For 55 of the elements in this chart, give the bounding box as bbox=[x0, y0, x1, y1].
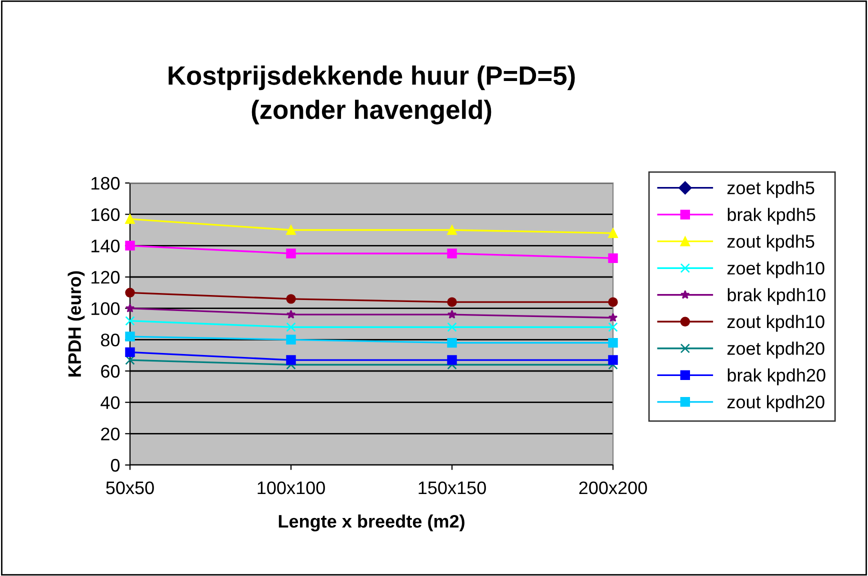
point bbox=[608, 355, 618, 365]
legend-label: zoet kpdh20 bbox=[727, 342, 824, 358]
point bbox=[286, 322, 296, 332]
point bbox=[125, 332, 135, 342]
y-tick-label: 60 bbox=[101, 364, 120, 378]
y-tick-label: 140 bbox=[92, 240, 120, 252]
point bbox=[286, 248, 296, 258]
point bbox=[125, 303, 135, 312]
point bbox=[125, 355, 135, 365]
y-tick-label: 100 bbox=[92, 302, 120, 316]
legend-label: zout kpdh5 bbox=[727, 234, 814, 252]
y-tick-label: 160 bbox=[92, 208, 120, 222]
point bbox=[125, 347, 135, 358]
point bbox=[447, 338, 457, 348]
point bbox=[608, 322, 618, 332]
point bbox=[447, 355, 457, 365]
point bbox=[608, 228, 618, 238]
point bbox=[447, 322, 457, 332]
y-tick-label: 0 bbox=[110, 458, 120, 472]
legend-label: brak kpdh10 bbox=[728, 288, 826, 305]
x-axis-title: Lengte x breedte (m2) bbox=[278, 514, 464, 532]
chart-title: Kostprijsdekkende huur (P=D=5) (zonder havengeld) bbox=[168, 66, 575, 124]
point bbox=[608, 338, 618, 348]
point bbox=[447, 225, 457, 235]
legend-label: brak kpdh5 bbox=[728, 208, 816, 225]
point bbox=[125, 240, 135, 251]
point bbox=[286, 310, 296, 319]
y-tick-label: 20 bbox=[101, 428, 120, 440]
y-tick-label: 120 bbox=[92, 270, 120, 284]
point bbox=[447, 297, 457, 307]
legend-label: zout kpdh10 bbox=[727, 314, 824, 332]
point bbox=[447, 310, 457, 319]
y-axis-title: KPDH (euro) bbox=[68, 271, 85, 376]
y-tick-label: 80 bbox=[100, 334, 120, 346]
point bbox=[125, 288, 135, 298]
point bbox=[608, 297, 618, 307]
legend-label: zout kpdh20 bbox=[727, 395, 824, 412]
legend-label: zoet kpdh10 bbox=[727, 261, 824, 278]
point bbox=[125, 316, 135, 326]
x-tick-label: 200x200 bbox=[579, 481, 647, 494]
point bbox=[447, 248, 457, 258]
point bbox=[286, 334, 296, 345]
x-tick-label: 150x150 bbox=[418, 481, 486, 494]
point bbox=[125, 214, 135, 224]
legend-label: brak kpdh20 bbox=[728, 368, 826, 386]
x-tick-label: 100x100 bbox=[258, 481, 325, 494]
point bbox=[286, 294, 296, 304]
x-tick-label: 50x50 bbox=[106, 481, 154, 494]
legend-label: zoet kpdh5 bbox=[727, 181, 814, 198]
point bbox=[286, 355, 296, 365]
y-tick-label: 180 bbox=[92, 176, 120, 190]
point bbox=[286, 225, 296, 235]
y-tick-label: 40 bbox=[100, 396, 120, 410]
point bbox=[608, 312, 618, 322]
point bbox=[608, 253, 618, 264]
